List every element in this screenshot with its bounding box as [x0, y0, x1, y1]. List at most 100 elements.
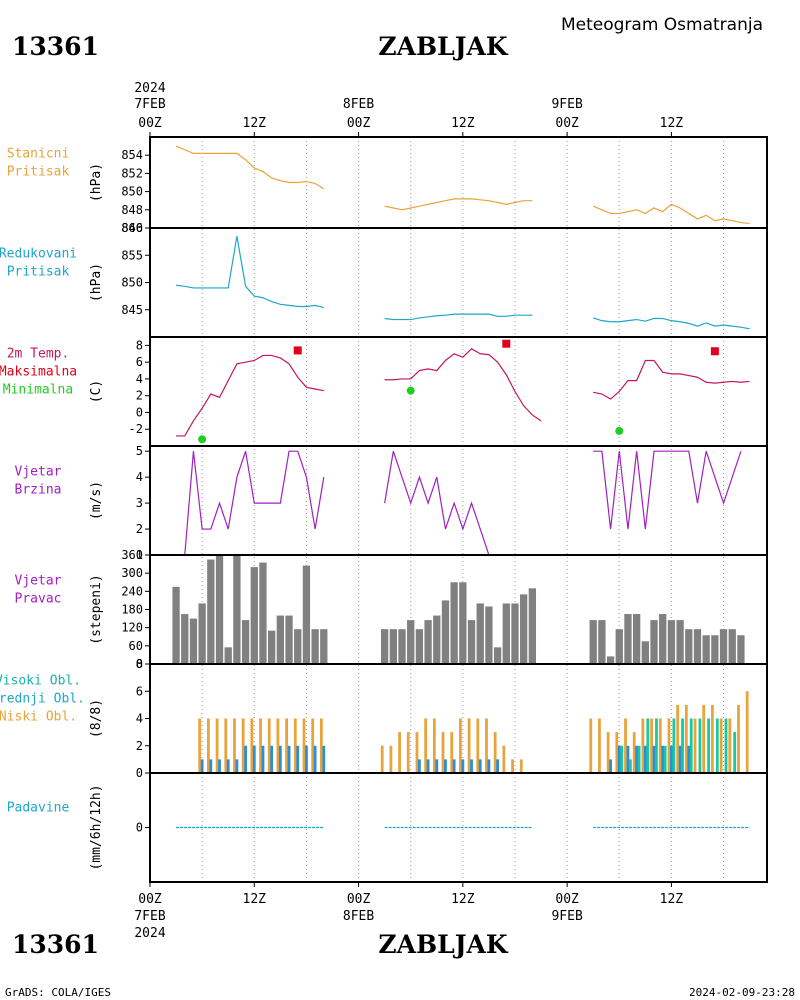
- y-tick-label: 2: [136, 522, 143, 536]
- panel-label-line: Maksimalna: [0, 365, 77, 380]
- cloud-bar: [302, 718, 306, 773]
- wind-direction-bar: [198, 603, 206, 664]
- y-tick-label: 845: [121, 303, 143, 317]
- wind-direction-bar: [711, 635, 719, 664]
- top-hour-label: 12Z: [451, 116, 475, 131]
- cloud-bar: [737, 704, 740, 773]
- cloud-bar: [676, 704, 680, 773]
- cloud-bar: [667, 718, 671, 773]
- station-name-top: ZABLJAK: [378, 32, 509, 61]
- wind-direction-bar: [285, 615, 293, 664]
- cloud-bar: [313, 745, 317, 773]
- bottom-hour-label: 12Z: [660, 892, 684, 907]
- top-date-label: 7FEB: [134, 97, 165, 112]
- wind-direction-bar: [459, 582, 467, 664]
- max-temp-marker: [710, 347, 719, 356]
- cloud-bar: [389, 745, 393, 773]
- cloud-bar: [270, 745, 274, 773]
- cloud-bar: [244, 745, 247, 773]
- top-date-label: 8FEB: [343, 97, 374, 112]
- wind-direction-bar: [650, 620, 658, 664]
- bottom-date-label: 7FEB: [134, 909, 165, 924]
- wind-direction-bar: [719, 629, 728, 664]
- cloud-bar: [693, 718, 697, 773]
- cloud-bar: [235, 759, 239, 773]
- wind-direction-bar: [632, 614, 641, 664]
- series-line: [593, 450, 742, 530]
- cloud-bar: [418, 759, 421, 773]
- cloud-bar: [724, 718, 728, 773]
- wind-direction-bar: [380, 629, 389, 664]
- cloud-bar: [637, 745, 641, 773]
- cloud-bar: [424, 718, 428, 773]
- footer-credit: GrADS: COLA/IGES: [5, 986, 111, 999]
- cloud-bar: [728, 718, 732, 773]
- y-tick-label: 60: [129, 639, 143, 653]
- series-line: [176, 354, 324, 437]
- max-temp-marker: [293, 346, 302, 355]
- wind-direction-bar: [311, 629, 319, 664]
- panel-frame: [149, 772, 768, 883]
- panel-label-line: Srednji Obl.: [0, 692, 85, 707]
- y-tick-label: 0: [136, 821, 143, 835]
- panel-label-line: Pritisak: [7, 265, 70, 280]
- cloud-bar: [635, 745, 639, 773]
- cloud-bar: [624, 718, 627, 773]
- top-hour-label: 00Z: [138, 116, 162, 131]
- bottom-year-label: 2024: [134, 926, 165, 941]
- y-tick-label: 2: [136, 739, 143, 753]
- cloud-bar: [681, 718, 684, 773]
- cloud-bar: [200, 759, 204, 773]
- cloud-bar: [650, 718, 653, 773]
- y-tick-label: 846: [121, 221, 143, 235]
- cloud-bar: [670, 745, 673, 773]
- cloud-bar: [620, 745, 624, 773]
- cloud-bar: [415, 732, 419, 773]
- wind-direction-bar: [294, 629, 302, 664]
- bottom-hour-label: 12Z: [451, 892, 475, 907]
- wind-direction-bar: [407, 620, 415, 664]
- cloud-bar: [511, 759, 514, 773]
- cloud-bar: [745, 691, 749, 773]
- panel-label-line: Niski Obl.: [0, 710, 77, 725]
- y-tick-label: 8: [136, 657, 143, 671]
- y-tick-label: 0: [136, 657, 143, 671]
- cloud-bar: [702, 704, 706, 773]
- series-line: [384, 450, 533, 556]
- wind-direction-bar: [676, 620, 684, 664]
- y-tick-label: 8: [136, 338, 143, 352]
- y-axis-label: (stepeni): [89, 574, 104, 644]
- series-line: [593, 359, 750, 400]
- y-tick-label: 850: [121, 185, 143, 199]
- cloud-bar: [698, 718, 702, 773]
- y-axis-label: (hPa): [89, 263, 104, 302]
- top-hour-label: 00Z: [555, 116, 579, 131]
- panel-frame: [149, 136, 768, 229]
- cloud-bar: [319, 718, 323, 773]
- wind-direction-bar: [207, 559, 215, 664]
- cloud-bar: [487, 759, 491, 773]
- cloud-bar: [719, 718, 723, 773]
- y-tick-label: 2: [136, 389, 143, 403]
- series-line: [384, 198, 533, 211]
- cloud-bar: [441, 732, 445, 773]
- y-tick-label: 860: [121, 221, 143, 235]
- cloud-bar: [209, 759, 213, 773]
- series-line: [176, 450, 325, 556]
- panel-label-line: Visoki Obl.: [0, 674, 81, 689]
- cloud-bar: [218, 759, 221, 773]
- cloud-bar: [707, 718, 710, 773]
- cloud-bar: [687, 745, 691, 773]
- y-tick-label: 850: [121, 276, 143, 290]
- wind-direction-bar: [737, 635, 745, 664]
- cloud-bar: [459, 718, 462, 773]
- cloud-bar: [398, 732, 401, 773]
- wind-direction-bar: [502, 603, 510, 664]
- cloud-bar: [241, 718, 245, 773]
- top-hour-label: 12Z: [660, 116, 684, 131]
- cloud-bar: [276, 718, 280, 773]
- subtitle: Meteogram Osmatranja: [561, 15, 763, 35]
- min-temp-marker: [198, 435, 207, 444]
